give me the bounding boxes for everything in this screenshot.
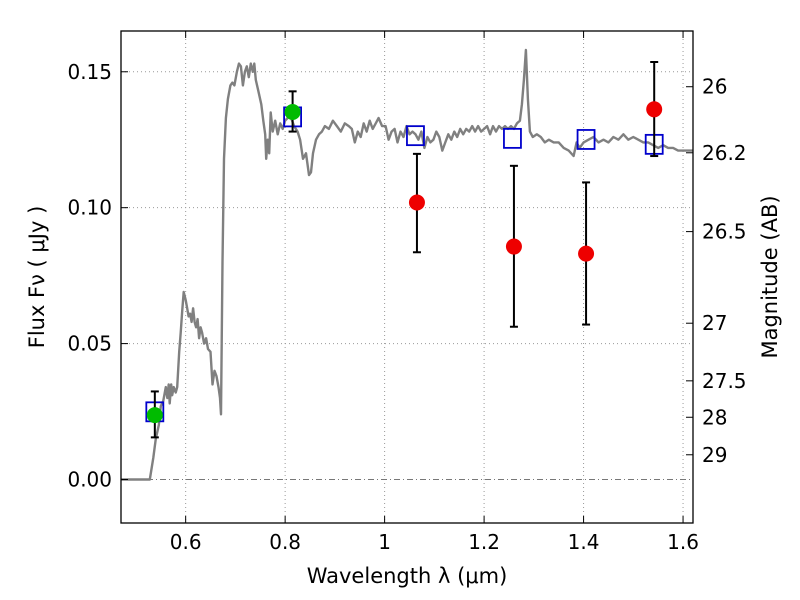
green-data-point: [146, 407, 163, 424]
ticks: 0.6 0.8 1 1.2 1.4 1.6 0.00 0.05 0.10 0.15 26 26.2 26…: [67, 31, 747, 554]
marks: [145, 60, 664, 439]
x-tick-label: 1.4: [568, 530, 600, 554]
y-axis-label: Flux Fν ( μJy ): [25, 206, 49, 349]
plot-frame: [120, 30, 694, 524]
spectrum-line: [121, 48, 693, 481]
x-tick-label: 0.8: [269, 530, 301, 554]
x-tick-label: 1.6: [667, 530, 699, 554]
green-data-point: [284, 104, 301, 121]
grid: [121, 31, 693, 523]
right-tick-label: 26.5: [702, 220, 747, 244]
plot-area: [121, 48, 693, 481]
x-tick-label: 1.2: [468, 530, 500, 554]
y-axis-right-label: Magnitude (AB): [758, 195, 782, 358]
right-tick-label: 27.5: [702, 369, 747, 393]
red-data-point: [505, 238, 522, 255]
x-tick-label: 0.6: [170, 530, 202, 554]
red-data-point: [646, 101, 663, 118]
plot-background: [121, 31, 693, 523]
red-data-point: [578, 245, 595, 262]
model-square-point: [503, 127, 522, 149]
y-tick-label: 0.00: [67, 468, 112, 492]
right-tick-label: 27: [702, 311, 727, 335]
y-tick-label: 0.15: [67, 60, 112, 84]
y-tick-label: 0.10: [67, 196, 112, 220]
y-tick-label: 0.05: [67, 332, 112, 356]
x-axis-label: Wavelength λ (μm): [307, 564, 508, 588]
right-tick-label: 28: [702, 405, 727, 429]
right-tick-label: 29: [702, 443, 727, 467]
model-square-point: [406, 125, 425, 147]
right-tick-label: 26: [702, 75, 727, 99]
red-data-point: [408, 194, 425, 211]
model-square-point: [576, 129, 596, 150]
x-tick-label: 1: [378, 530, 391, 554]
right-tick-label: 26.2: [702, 141, 747, 165]
